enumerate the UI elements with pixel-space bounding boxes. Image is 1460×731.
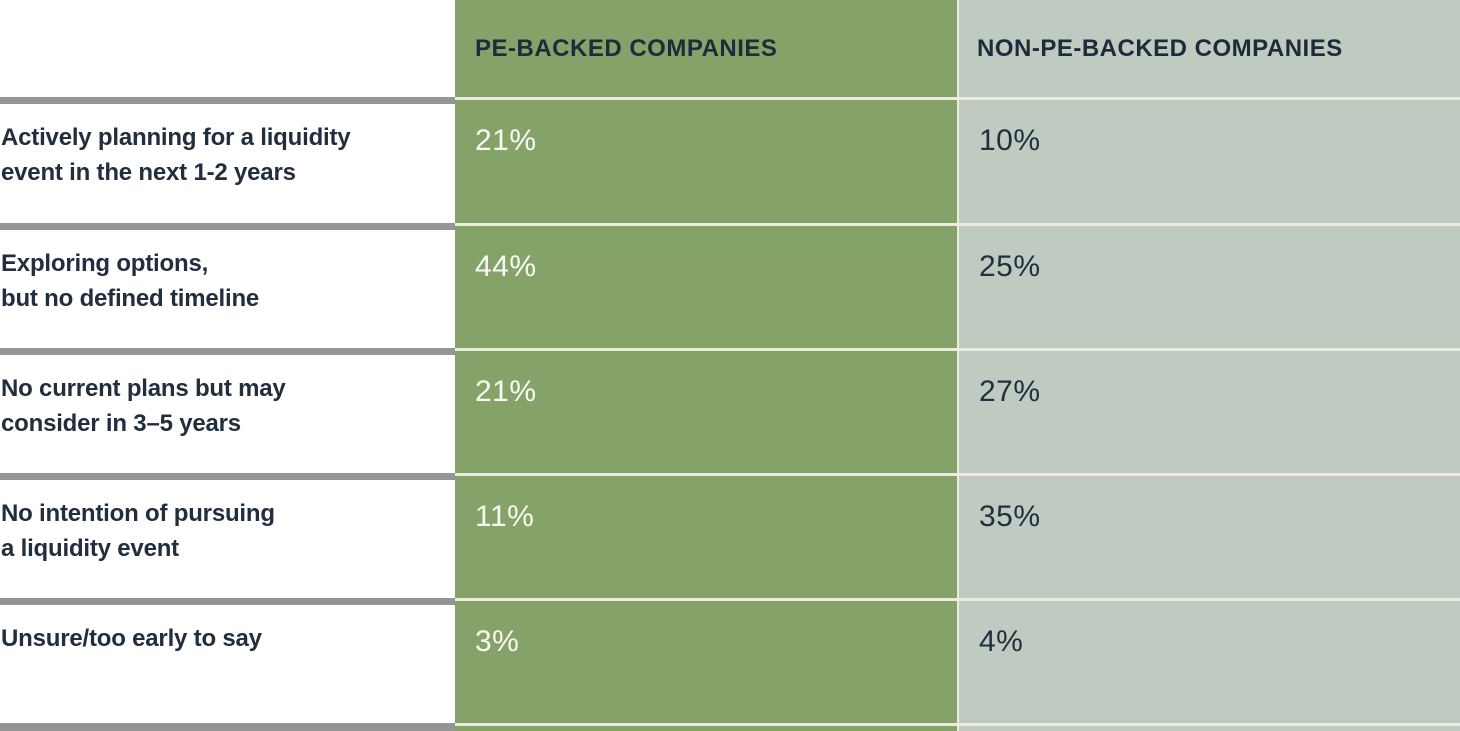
row-label: Exploring options, but no defined timeli…: [1, 250, 260, 312]
non-pe-value-cell: 35%: [979, 500, 1041, 533]
non-pe-value-cell: 4%: [979, 625, 1024, 658]
bottom-separator: [0, 723, 1460, 731]
table-row: Unsure/too early to say 3% 4%: [0, 605, 1460, 723]
cream-divider-line: [455, 348, 1460, 351]
row-separator: [0, 348, 1460, 355]
corner-cell: [0, 0, 455, 97]
row-label: No current plans but may consider in 3–5…: [1, 375, 286, 437]
row-separator: [0, 97, 1460, 104]
row-label: Actively planning for a liquidity event …: [1, 124, 351, 186]
column-header-pe: PE-BACKED COMPANIES: [475, 34, 778, 62]
row-separator: [0, 598, 1460, 605]
non-pe-column-background: [959, 0, 1460, 731]
pe-value-cell: 11%: [475, 500, 535, 533]
gray-divider-bar: [0, 97, 455, 104]
table-row: No current plans but may consider in 3–5…: [0, 355, 1460, 473]
gray-divider-bar: [0, 473, 455, 480]
cream-divider-line: [455, 97, 1460, 100]
non-pe-value-cell: 27%: [979, 375, 1041, 408]
table-row: No intention of pursuing a liquidity eve…: [0, 480, 1460, 598]
column-header-non-pe: NON-PE-BACKED COMPANIES: [977, 34, 1343, 62]
non-pe-value-cell: 10%: [979, 124, 1041, 157]
cream-divider-line: [455, 723, 1460, 726]
pe-value-cell: 21%: [475, 124, 537, 157]
column-divider: [957, 0, 959, 731]
header-row: PE-BACKED COMPANIES NON-PE-BACKED COMPAN…: [0, 0, 1460, 97]
gray-divider-bar: [0, 348, 455, 355]
cream-divider-line: [455, 598, 1460, 601]
row-separator: [0, 473, 1460, 480]
pe-column-background: [455, 0, 957, 731]
row-separator: [0, 223, 1460, 230]
cream-divider-line: [455, 473, 1460, 476]
gray-divider-bar: [0, 598, 455, 605]
table-row: Actively planning for a liquidity event …: [0, 104, 1460, 223]
table-row: Exploring options, but no defined timeli…: [0, 230, 1460, 348]
cream-divider-line: [455, 223, 1460, 226]
row-label: Unsure/too early to say: [1, 625, 262, 652]
row-label: No intention of pursuing a liquidity eve…: [1, 500, 275, 562]
pe-value-cell: 3%: [475, 625, 520, 658]
pe-value-cell: 21%: [475, 375, 537, 408]
gray-divider-bar: [0, 223, 455, 230]
non-pe-value-cell: 25%: [979, 250, 1041, 283]
gray-divider-bar: [0, 723, 455, 731]
pe-value-cell: 44%: [475, 250, 537, 283]
